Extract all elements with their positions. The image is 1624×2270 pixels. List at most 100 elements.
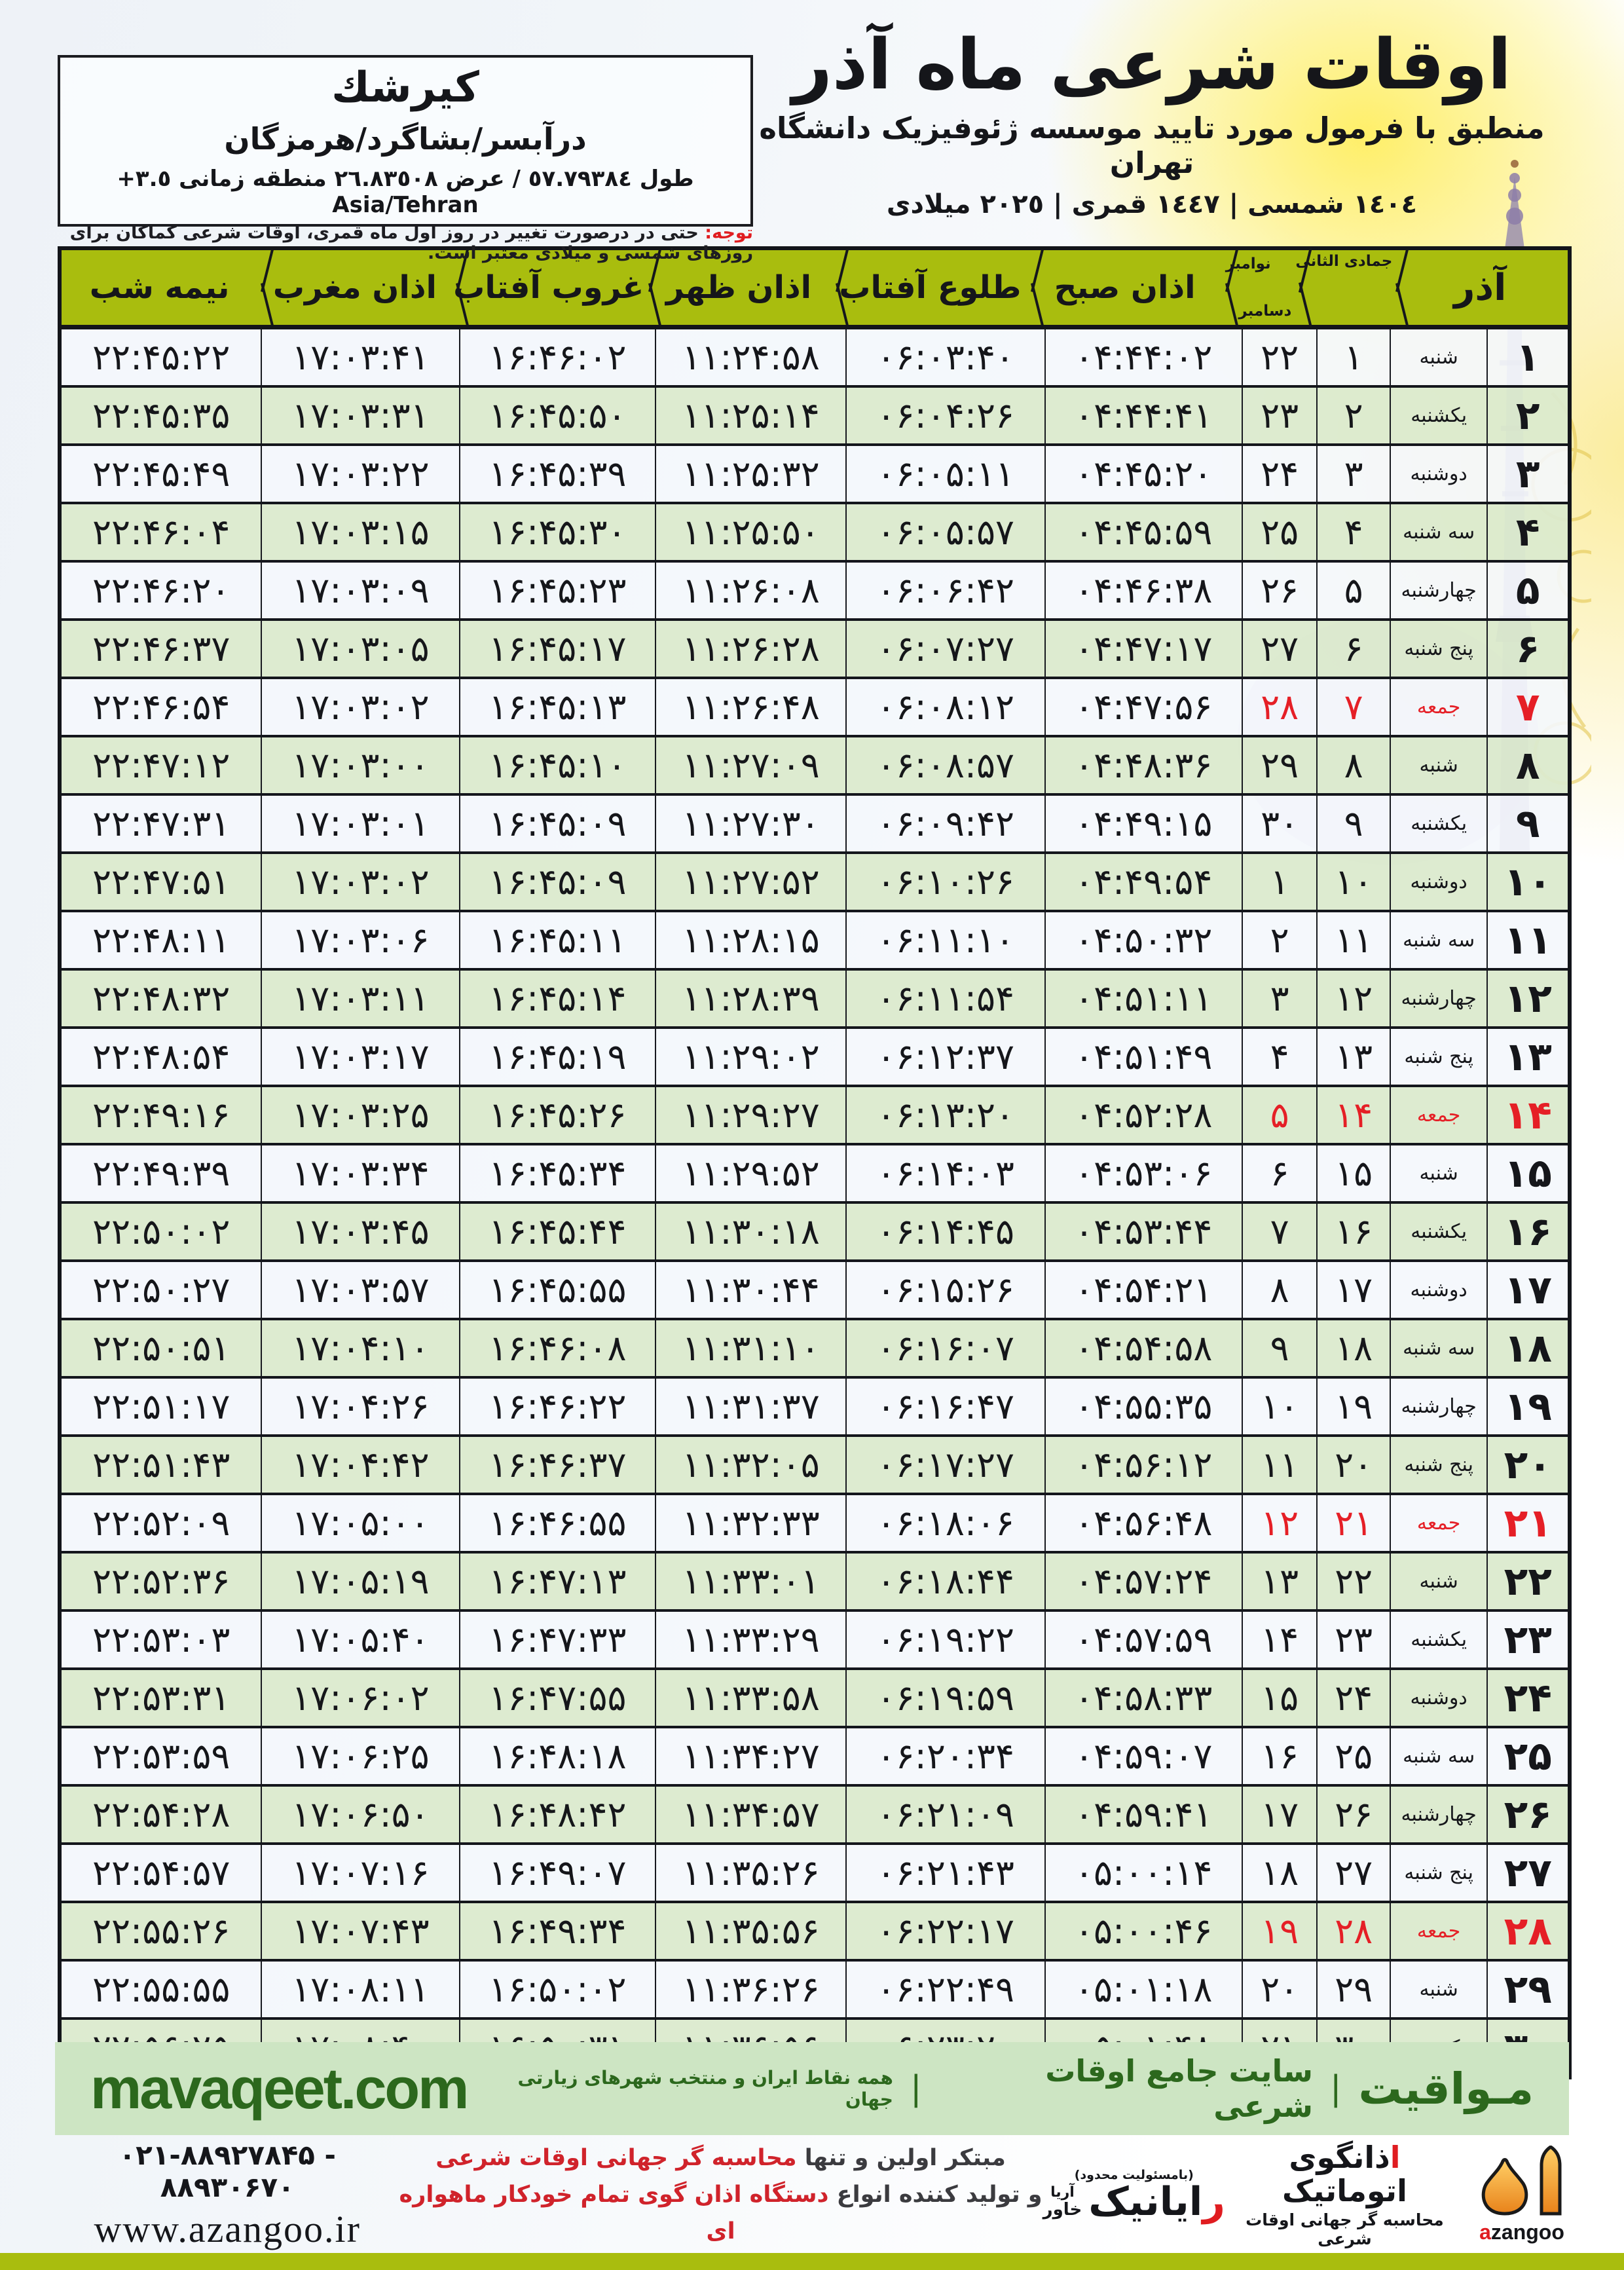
sunset-cell: ۱۶:۴۵:۱۰ bbox=[458, 737, 655, 793]
lunar-day-cell: ۲۱ bbox=[1316, 1495, 1389, 1551]
table-row: ۲۲:۵۴:۵۷ ۱۷:۰۷:۱۶ ۱۶:۴۹:۰۷ ۱۱:۳۵:۲۶ ۰۶:۲… bbox=[62, 1842, 1568, 1901]
promo-line2-red: دستگاه اذان گوی تمام خودکار ماهواره ای bbox=[399, 2182, 829, 2244]
maghrib-cell: ۱۷:۰۳:۰۵ bbox=[261, 621, 458, 677]
weekday-cell: پنج شنبه bbox=[1389, 1845, 1487, 1901]
maghrib-cell: ۱۷:۰۳:۱۷ bbox=[261, 1029, 458, 1085]
fajr-cell: ۰۴:۴۵:۲۰ bbox=[1044, 446, 1242, 502]
header-fajr-adhan: اذان صبح bbox=[1027, 250, 1221, 325]
sunset-cell: ۱۶:۴۵:۲۳ bbox=[458, 563, 655, 618]
lunar-day-cell: ۲۲ bbox=[1316, 1554, 1389, 1609]
noon-cell: ۱۱:۳۴:۲۷ bbox=[654, 1728, 845, 1784]
lunar-day-cell: ۲۶ bbox=[1316, 1787, 1389, 1842]
sunrise-cell: ۰۶:۱۳:۲۰ bbox=[845, 1087, 1044, 1143]
maghrib-cell: ۱۷:۰۳:۰۰ bbox=[261, 737, 458, 793]
fajr-cell: ۰۴:۵۴:۲۱ bbox=[1044, 1262, 1242, 1318]
weekday-cell: شنبه bbox=[1389, 329, 1487, 385]
weekday-cell: پنج شنبه bbox=[1389, 1029, 1487, 1085]
fajr-cell: ۰۴:۴۹:۵۴ bbox=[1044, 854, 1242, 910]
fajr-cell: ۰۴:۵۳:۴۴ bbox=[1044, 1204, 1242, 1259]
noon-cell: ۱۱:۲۷:۳۰ bbox=[654, 796, 845, 851]
sunset-cell: ۱۶:۴۶:۲۲ bbox=[458, 1379, 655, 1434]
sunset-cell: ۱۶:۴۸:۴۲ bbox=[458, 1787, 655, 1842]
gregorian-day-cell: ۲۸ bbox=[1241, 679, 1317, 735]
noon-cell: ۱۱:۲۵:۱۴ bbox=[654, 388, 845, 443]
table-row: ۲۲:۵۰:۵۱ ۱۷:۰۴:۱۰ ۱۶:۴۶:۰۸ ۱۱:۳۱:۱۰ ۰۶:۱… bbox=[62, 1318, 1568, 1376]
sunrise-cell: ۰۶:۱۲:۳۷ bbox=[845, 1029, 1044, 1085]
midnight-cell: ۲۲:۴۷:۱۲ bbox=[92, 745, 231, 786]
gregorian-day-cell: ۲۴ bbox=[1241, 446, 1317, 502]
location-box: کیرشك درآبسر/بشاگرد/هرمزگان طول ٥٧.٧٩٣٨٤… bbox=[58, 55, 753, 227]
sunrise-cell: ۰۶:۰۸:۵۷ bbox=[845, 737, 1044, 793]
table-row: ۲۲:۵۳:۵۹ ۱۷:۰۶:۲۵ ۱۶:۴۸:۱۸ ۱۱:۳۴:۲۷ ۰۶:۲… bbox=[62, 1726, 1568, 1784]
maghrib-cell: ۱۷:۰۳:۲۲ bbox=[261, 446, 458, 502]
table-row: ۲۲:۵۱:۴۳ ۱۷:۰۴:۴۲ ۱۶:۴۶:۳۷ ۱۱:۳۲:۰۵ ۰۶:۱… bbox=[62, 1434, 1568, 1493]
fajr-cell: ۰۴:۵۹:۴۱ bbox=[1044, 1787, 1242, 1842]
maghrib-cell: ۱۷:۰۷:۱۶ bbox=[261, 1845, 458, 1901]
sunset-cell: ۱۶:۴۹:۳۴ bbox=[458, 1903, 655, 1959]
solar-day-cell: ۷ bbox=[1486, 679, 1568, 735]
noon-cell: ۱۱:۲۵:۵۰ bbox=[654, 504, 845, 560]
maghrib-cell: ۱۷:۰۳:۳۴ bbox=[261, 1145, 458, 1201]
weekday-cell: شنبه bbox=[1389, 1962, 1487, 2017]
fajr-cell: ۰۵:۰۰:۴۶ bbox=[1044, 1903, 1242, 1959]
sunrise-cell: ۰۶:۱۵:۲۶ bbox=[845, 1262, 1044, 1318]
maghrib-cell: ۱۷:۰۸:۱۱ bbox=[261, 1962, 458, 2017]
sunset-cell: ۱۶:۴۷:۵۵ bbox=[458, 1670, 655, 1726]
bottom-olive-bar bbox=[0, 2253, 1624, 2270]
solar-day-cell: ۱۳ bbox=[1486, 1029, 1568, 1085]
gregorian-day-cell: ۱۱ bbox=[1241, 1437, 1317, 1493]
solar-day-cell: ۱۸ bbox=[1486, 1320, 1568, 1376]
noon-cell: ۱۱:۲۹:۵۲ bbox=[654, 1145, 845, 1201]
midnight-cell: ۲۲:۴۶:۲۰ bbox=[92, 570, 231, 611]
header-sunrise: طلوع آفتاب bbox=[832, 250, 1027, 325]
midnight-cell: ۲۲:۴۶:۰۴ bbox=[92, 512, 231, 553]
lunar-day-cell: ۲۸ bbox=[1316, 1903, 1389, 1959]
fajr-cell: ۰۴:۴۴:۴۱ bbox=[1044, 388, 1242, 443]
table-row: ۲۲:۵۰:۰۲ ۱۷:۰۳:۴۵ ۱۶:۴۵:۴۴ ۱۱:۳۰:۱۸ ۰۶:۱… bbox=[62, 1201, 1568, 1259]
fajr-cell: ۰۴:۴۴:۰۲ bbox=[1044, 329, 1242, 385]
midnight-cell: ۲۲:۴۵:۲۲ bbox=[92, 337, 231, 378]
sunrise-cell: ۰۶:۰۴:۲۶ bbox=[845, 388, 1044, 443]
maghrib-cell: ۱۷:۰۳:۲۵ bbox=[261, 1087, 458, 1143]
solar-day-cell: ۱۰ bbox=[1486, 854, 1568, 910]
weekday-cell: دوشنبه bbox=[1389, 1262, 1487, 1318]
weekday-cell: پنج شنبه bbox=[1389, 621, 1487, 677]
midnight-cell: ۲۲:۵۱:۱۷ bbox=[92, 1386, 231, 1427]
fajr-cell: ۰۴:۵۸:۳۳ bbox=[1044, 1670, 1242, 1726]
header-gregorian-month: نوامبر دسامبر bbox=[1222, 250, 1296, 325]
site-coverage-text: همه نقاط ایران و منتخب شهرهای زیارتی جها… bbox=[517, 2067, 893, 2110]
maghrib-cell: ۱۷:۰۳:۰۱ bbox=[261, 796, 458, 851]
sunrise-cell: ۰۶:۱۸:۴۴ bbox=[845, 1554, 1044, 1609]
gregorian-day-cell: ۱۸ bbox=[1241, 1845, 1317, 1901]
midnight-cell: ۲۲:۴۶:۵۴ bbox=[92, 686, 231, 728]
weekday-cell: یکشنبه bbox=[1389, 1612, 1487, 1667]
gregorian-day-cell: ۱۰ bbox=[1241, 1379, 1317, 1434]
table-row: ۲۲:۵۳:۰۳ ۱۷:۰۵:۴۰ ۱۶:۴۷:۳۳ ۱۱:۳۳:۲۹ ۰۶:۱… bbox=[62, 1609, 1568, 1667]
midnight-cell: ۲۲:۵۴:۵۷ bbox=[92, 1852, 231, 1893]
promo-line1-red: محاسبه گر جهانی اوقات شرعی bbox=[435, 2145, 797, 2171]
noon-cell: ۱۱:۲۷:۰۹ bbox=[654, 737, 845, 793]
header-december: دسامبر bbox=[1238, 303, 1292, 320]
sunset-cell: ۱۶:۴۵:۱۴ bbox=[458, 971, 655, 1026]
fajr-cell: ۰۴:۵۶:۱۲ bbox=[1044, 1437, 1242, 1493]
lunar-day-cell: ۵ bbox=[1316, 563, 1389, 618]
gregorian-day-cell: ۸ bbox=[1241, 1262, 1317, 1318]
fajr-cell: ۰۴:۵۳:۰۶ bbox=[1044, 1145, 1242, 1201]
maghrib-cell: ۱۷:۰۶:۰۲ bbox=[261, 1670, 458, 1726]
table-row: ۲۲:۵۵:۵۵ ۱۷:۰۸:۱۱ ۱۶:۵۰:۰۲ ۱۱:۳۶:۲۶ ۰۶:۲… bbox=[62, 1959, 1568, 2017]
sunrise-cell: ۰۶:۱۱:۵۴ bbox=[845, 971, 1044, 1026]
lunar-day-cell: ۱۳ bbox=[1316, 1029, 1389, 1085]
solar-day-cell: ۱۵ bbox=[1486, 1145, 1568, 1201]
maghrib-cell: ۱۷:۰۴:۴۲ bbox=[261, 1437, 458, 1493]
azangoo-brand-a: a bbox=[1479, 2220, 1491, 2244]
fajr-cell: ۰۴:۴۹:۱۵ bbox=[1044, 796, 1242, 851]
table-row: ۲۲:۴۸:۱۱ ۱۷:۰۳:۰۶ ۱۶:۴۵:۱۱ ۱۱:۲۸:۱۵ ۰۶:۱… bbox=[62, 910, 1568, 968]
noon-cell: ۱۱:۳۱:۱۰ bbox=[654, 1320, 845, 1376]
fajr-cell: ۰۵:۰۰:۱۴ bbox=[1044, 1845, 1242, 1901]
contact-block: ۰۲۱-۸۸۹۲۷۸۴۵ - ۸۸۹۳۰۶۷۰ www.azangoo.ir bbox=[56, 2139, 398, 2251]
promo-line-1: مبتکر اولین و تنها محاسبه گر جهانی اوقات… bbox=[398, 2140, 1043, 2176]
gregorian-day-cell: ۱۶ bbox=[1241, 1728, 1317, 1784]
solar-day-cell: ۱۱ bbox=[1486, 912, 1568, 968]
azangoo-logo: اذانگوی اتوماتیک محاسبه گر جهانی اوقات ش… bbox=[1225, 2141, 1568, 2248]
sunrise-cell: ۰۶:۲۱:۴۳ bbox=[845, 1845, 1044, 1901]
